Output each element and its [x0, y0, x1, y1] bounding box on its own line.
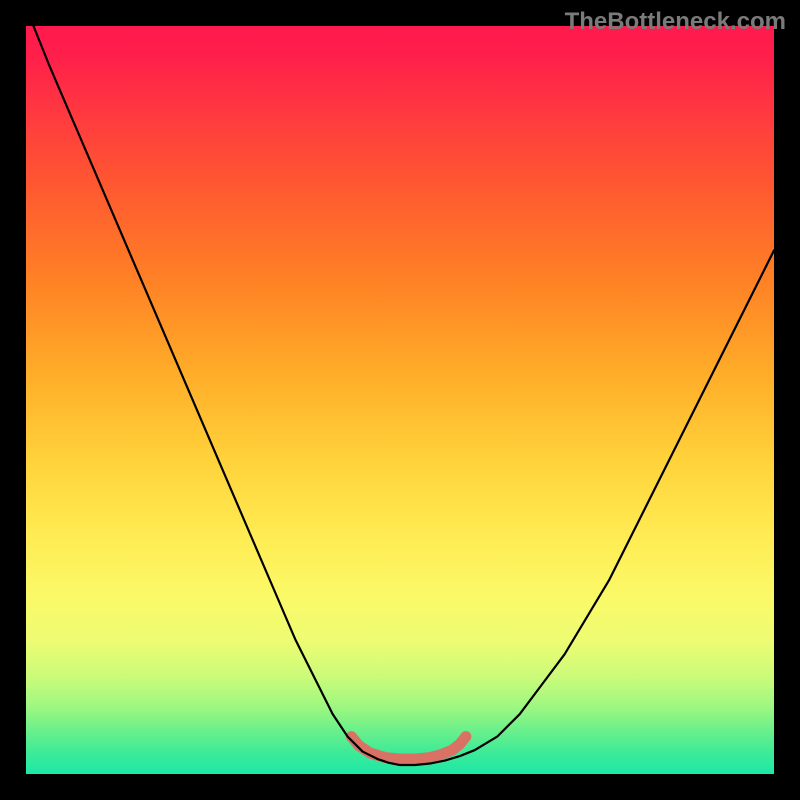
chart-frame: TheBottleneck.com	[0, 0, 800, 800]
bottleneck-chart	[0, 0, 800, 800]
watermark-label: TheBottleneck.com	[565, 8, 786, 36]
